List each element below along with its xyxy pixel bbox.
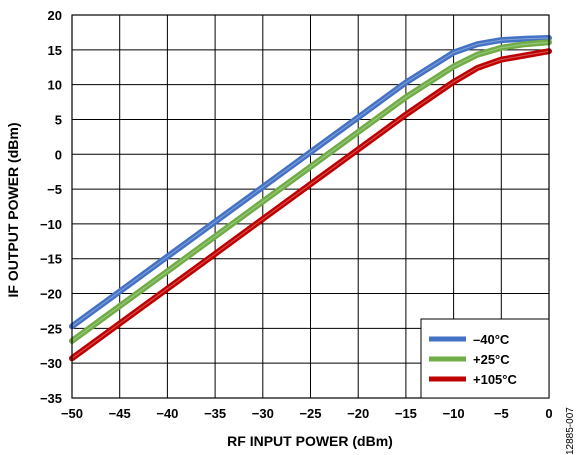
y-tick-labels: 20 15 10 5 0 −5 −10 −15 −20 −25 −30 −35 bbox=[40, 8, 62, 406]
x-tick-label: −5 bbox=[494, 406, 509, 421]
series-line-highlight-2 bbox=[71, 50, 550, 359]
series-layer bbox=[69, 35, 552, 362]
x-tick-label: −25 bbox=[299, 406, 321, 421]
x-tick-label: 0 bbox=[545, 406, 552, 421]
y-tick-label: −20 bbox=[40, 287, 62, 302]
series-line-highlight-0 bbox=[71, 37, 550, 327]
y-tick-label: 0 bbox=[55, 147, 62, 162]
plot-border bbox=[71, 14, 550, 399]
legend: –40°C +25°C +105°C bbox=[420, 318, 550, 399]
legend-label-0: –40°C bbox=[473, 332, 510, 347]
x-axis-title: RF INPUT POWER (dBm) bbox=[227, 433, 393, 449]
legend-label-2: +105°C bbox=[473, 372, 517, 387]
figure-id: 12885-007 bbox=[565, 407, 576, 455]
x-tick-labels: −50 −45 −40 −35 −30 −25 −20 −15 −10 −5 0 bbox=[61, 406, 553, 421]
y-tick-label: 5 bbox=[55, 112, 62, 127]
x-tick-label: −35 bbox=[204, 406, 226, 421]
x-tick-label: −50 bbox=[61, 406, 83, 421]
y-tick-label: −30 bbox=[40, 356, 62, 371]
y-tick-label: −35 bbox=[40, 391, 62, 406]
series-line-highlight-1 bbox=[71, 41, 550, 342]
y-axis-title: IF OUTPUT POWER (dBm) bbox=[5, 123, 21, 298]
series-line-0 bbox=[69, 35, 552, 330]
x-tick-label: −45 bbox=[109, 406, 131, 421]
x-tick-label: −40 bbox=[156, 406, 178, 421]
y-tick-label: −25 bbox=[40, 321, 62, 336]
y-tick-label: 15 bbox=[48, 43, 62, 58]
y-tick-label: 10 bbox=[48, 78, 62, 93]
series-line-1 bbox=[69, 39, 552, 344]
x-tick-label: −10 bbox=[443, 406, 465, 421]
x-tick-label: −20 bbox=[347, 406, 369, 421]
x-tick-label: −30 bbox=[252, 406, 274, 421]
x-tick-label: −15 bbox=[395, 406, 417, 421]
legend-label-1: +25°C bbox=[473, 352, 510, 367]
y-tick-label: −5 bbox=[47, 182, 62, 197]
y-tick-label: −10 bbox=[40, 217, 62, 232]
y-tick-label: −15 bbox=[40, 252, 62, 267]
y-tick-label: 20 bbox=[48, 8, 62, 23]
series-line-2 bbox=[69, 48, 552, 362]
